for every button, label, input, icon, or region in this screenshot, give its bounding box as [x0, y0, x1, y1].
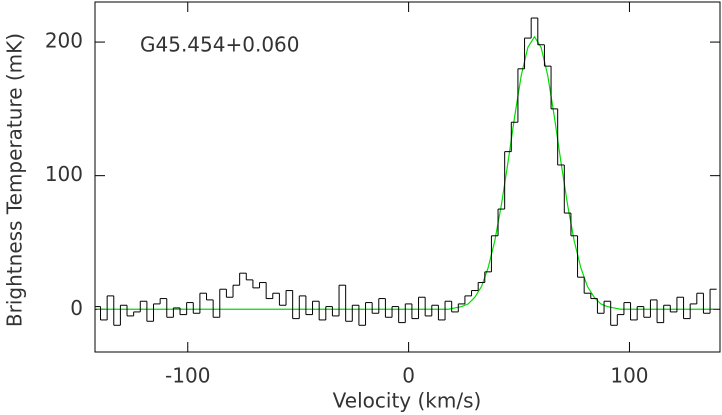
- plot-frame: [94, 1, 721, 353]
- y-tick-label: 200: [45, 29, 83, 53]
- annotation: G45.454+0.060: [140, 33, 300, 57]
- y-tick-label: 100: [45, 162, 83, 186]
- fit-line: [97, 35, 714, 310]
- x-tick-label: -100: [165, 364, 210, 388]
- step-connector: [100, 18, 711, 326]
- y-axis-label: Brightness Temperature (mK): [3, 33, 27, 327]
- x-tick-label: 100: [610, 364, 648, 388]
- x-axis-label: Velocity (km/s): [333, 389, 482, 413]
- x-tick-label: 0: [402, 364, 415, 388]
- y-tick-label: 0: [70, 296, 83, 320]
